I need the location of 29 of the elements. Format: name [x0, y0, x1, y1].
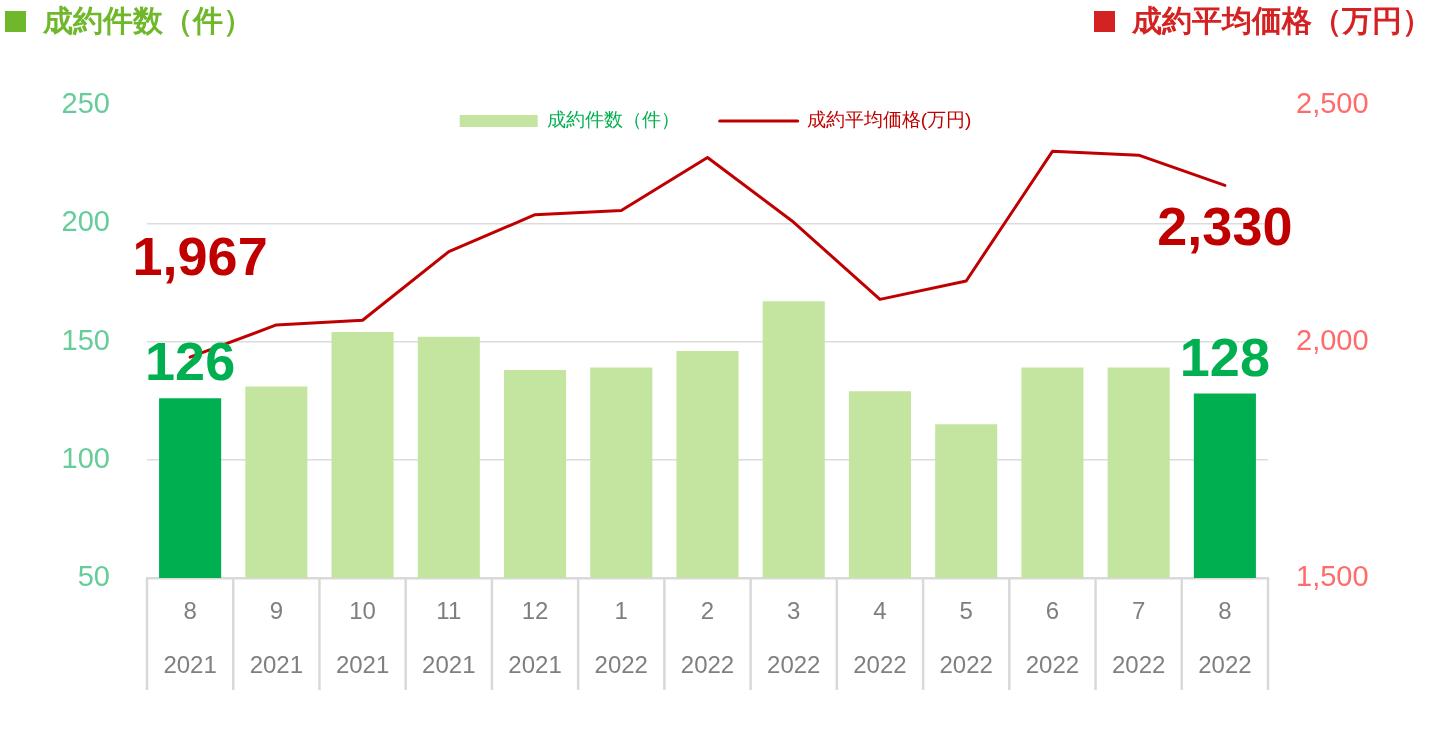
y-axis-title: 成約件数（件）: [43, 3, 253, 39]
data-label: 1,967: [132, 226, 268, 287]
legend-label: 成約件数（件）: [546, 109, 680, 131]
y-tick-label: 100: [61, 441, 110, 474]
data-label: 128: [1179, 326, 1270, 387]
y-tick-label: 50: [77, 560, 110, 592]
x-tick-label: 2 2022: [680, 596, 735, 678]
x-tick-label: 12 2021: [508, 596, 562, 678]
x-tick-label: 11 2021: [422, 596, 476, 678]
x-tick-label: 4 2022: [853, 596, 907, 678]
x-tick-label: 10 2021: [335, 596, 390, 678]
x-tick-label: 5 2022: [939, 596, 993, 678]
x-tick-label: 7 2022: [1111, 596, 1166, 678]
y-tick-label: 150: [61, 323, 110, 356]
data-label: 2,330: [1157, 196, 1293, 257]
y-tick-label: 250: [61, 87, 110, 119]
x-tick-label: 8 2022: [1198, 596, 1252, 678]
legend-label: 成約平均価格(万円): [806, 109, 972, 131]
x-tick-label: 9 2021: [249, 596, 304, 678]
x-tick-label: 6 2022: [1025, 596, 1080, 678]
y2-tick-label: 2,000: [1296, 323, 1369, 356]
x-tick-label: 1 2022: [594, 596, 648, 678]
data-label: 126: [145, 331, 236, 392]
y2-tick-label: 2,500: [1296, 87, 1369, 119]
y2-axis-title: 成約平均価格（万円）: [1132, 3, 1432, 39]
x-tick-label: 3 2022: [767, 596, 821, 678]
x-tick-label: 8 2021: [163, 596, 217, 678]
y2-tick-label: 1,500: [1296, 560, 1369, 592]
y-tick-label: 200: [61, 205, 110, 238]
